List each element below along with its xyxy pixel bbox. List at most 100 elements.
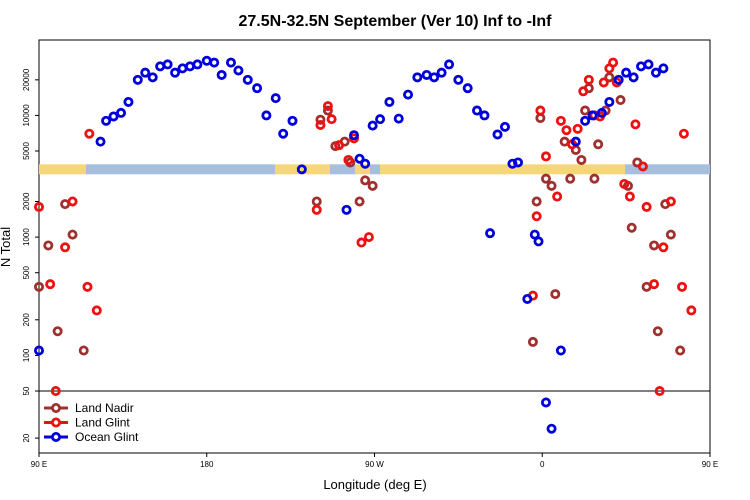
data-point [604,96,615,107]
band-segment [370,164,380,175]
data-point [652,326,663,337]
series-layer [34,55,697,434]
data-point [665,229,676,240]
series-ocean-glint [34,55,669,434]
data-point [101,115,112,126]
data-point [287,115,298,126]
x-tick-label: 90 E [702,460,718,469]
data-point [565,173,576,184]
y-tick-label: 200 [22,313,31,327]
y-tick-label: 500 [22,266,31,280]
data-point [123,96,134,107]
data-point [444,59,455,70]
data-point [296,164,307,175]
legend-marker [51,431,62,442]
data-point [596,107,607,118]
data-point [367,180,378,191]
data-point [479,110,490,121]
data-point [587,110,598,121]
x-tick-label: 90 W [365,460,384,469]
data-point [375,114,386,125]
data-point [572,123,583,134]
data-point [91,305,102,316]
data-point [412,72,423,83]
data-point [34,201,45,212]
data-point [311,204,322,215]
data-point [67,229,78,240]
x-tick-label: 0 [540,460,545,469]
data-point [140,67,151,78]
data-point [216,69,227,80]
band-segment [355,164,370,175]
band-segment [330,164,355,175]
data-point [84,128,95,139]
data-point [546,423,557,434]
data-point [522,293,533,304]
data-point [34,281,45,292]
data-point [43,240,54,251]
data-point [50,386,61,397]
data-point [513,157,524,168]
data-point [367,120,378,131]
data-point [52,326,63,337]
y-tick-label: 20 [22,433,31,442]
data-point [624,191,635,202]
data-point [341,204,352,215]
x-tick-label: 90 E [31,460,47,469]
data-point [403,89,414,100]
data-point [540,173,551,184]
data-point [242,74,253,85]
data-point [550,289,561,300]
data-point [261,110,272,121]
legend-label: Land Glint [75,416,130,430]
band-segment [540,164,625,175]
data-point [535,105,546,116]
y-tick-label: 100 [22,348,31,362]
data-point [628,72,639,83]
data-point [613,74,624,85]
data-point [233,65,244,76]
data-point [453,74,464,85]
data-point [82,281,93,292]
data-point [499,121,510,132]
data-band [39,164,710,175]
data-point [322,105,333,116]
data-point [348,130,359,141]
data-point [578,86,589,97]
data-point [315,114,326,125]
data-point [535,113,546,124]
data-point [580,115,591,126]
band-segment [395,164,540,175]
data-point [270,93,281,104]
data-point [462,83,473,94]
data-point [311,196,322,207]
data-point [429,72,440,83]
data-point [546,180,557,191]
data-point [561,125,572,136]
data-point [608,57,619,68]
legend-entry: Land Glint [44,416,130,430]
data-point [209,57,220,68]
data-point [354,153,365,164]
data-point [354,196,365,207]
band-segment [39,164,86,175]
data-point [654,386,665,397]
x-axis-label: Longitude (deg E) [323,477,426,492]
data-point [675,345,686,356]
data-point [326,114,337,125]
y-tick-label: 10000 [22,104,31,127]
data-point [45,279,56,290]
data-point [34,345,45,356]
data-point [531,211,542,222]
data-point [192,59,203,70]
data-point [678,128,689,139]
y-axis-label: N Total [0,227,13,267]
data-point [278,128,289,139]
data-point [360,158,371,169]
data-point [436,67,447,78]
data-point [533,236,544,247]
band-segment [625,164,710,175]
data-point [363,232,374,243]
data-point [78,345,89,356]
